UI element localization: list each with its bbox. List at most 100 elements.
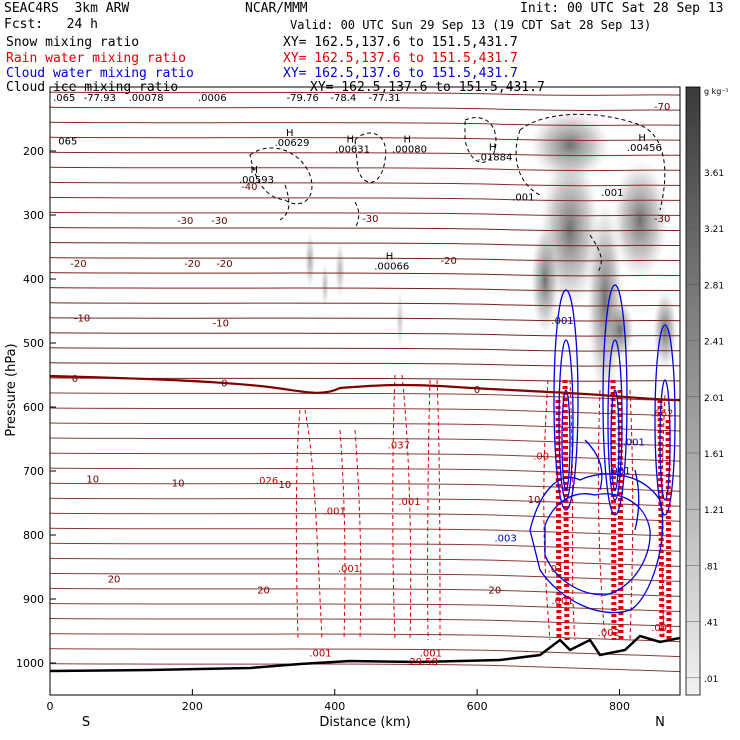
isotherm-label: 10 [279,480,292,491]
heavy-rain-columns [555,379,672,641]
isotherm-line [50,542,680,552]
rain-labels-layer: .026.001.001.001.037.001.00129.58.00.01.… [256,409,673,668]
ice-max-label: .00593 [239,175,274,186]
rain-label: .01 [547,564,563,575]
isotherm-label: 10 [172,479,185,490]
rain-label: .001 [324,507,346,518]
isotherm-line [50,136,680,142]
colorbar-label: .01 [704,675,718,685]
isotherm-line [50,196,680,202]
top-row-label: -78.4 [330,93,356,104]
field-name-cloud-water: Cloud water mixing ratio [6,66,194,81]
isotherm-line [50,106,680,112]
ice-max-label: .00066 [374,261,409,272]
freezing-level [50,374,680,402]
plot-frame [49,86,681,696]
plot-area: .026.001.001.001.037.001.00129.58.00.01.… [50,91,680,673]
rain-label: .001 [398,497,420,508]
isotherm-label: 20 [489,585,502,596]
rain-label: .001 [551,596,573,607]
ice-max-marker: H [403,134,411,145]
isotherm-line [50,452,680,462]
colorbar-label: 3.61 [704,169,724,179]
isotherm-line [50,572,680,582]
isotherm-label: -30 [362,214,378,225]
colorbar-label: 3.21 [704,225,724,235]
colorbar-label: .81 [704,562,718,572]
isotherm-label: 0 [474,385,480,396]
cloud-ice-contours [249,113,666,273]
snow-label: 065 [58,137,77,148]
isotherm-line [50,497,680,507]
ice-max-marker: H [250,165,258,176]
x-tick-label: 0 [47,700,54,713]
x-tick-label: 600 [467,700,488,713]
isotherm-line [50,648,680,658]
colorbar: g kg⁻¹ 3.61 3.21 2.81 2.41 2.01 1.61 1.21 .81 .4… [685,86,729,696]
ice-max-label: .00629 [275,138,310,149]
snow-label: .001 [601,188,623,199]
valid-time: Valid: 00 UTC Sun 29 Sep 13 (19 CDT Sat … [290,18,652,32]
isotherm-line [50,557,680,567]
snow-labels-layer: .001 .001 065 [58,137,623,204]
isotherm-line [50,166,680,172]
isotherm-line [50,527,680,537]
ice-max-label: .00080 [392,144,427,155]
y-tick-label: 1000 [16,657,44,670]
isotherm-line [50,227,680,232]
cloud-water-label: .001 [608,466,630,477]
isotherm-line [50,618,680,627]
colorbar-label: 1.21 [704,506,724,516]
isotherm-line [50,437,680,447]
top-row-label: -77.93 [84,93,116,104]
y-tick-label: 400 [23,273,44,286]
ice-max-label: .00456 [627,143,662,154]
field-name-snow: Snow mixing ratio [6,35,140,50]
cloud-water-label: .001 [551,316,573,327]
colorbar-label: .41 [704,619,718,629]
rain-label: .00 [533,451,549,462]
isotherm-label: -20 [216,259,232,270]
terrain-surface [50,634,680,673]
isotherm-label: -40 [241,182,257,193]
isotherm-label: 10 [86,475,99,486]
y-tick-label: 600 [23,401,44,414]
colorbar-label: 2.41 [704,338,724,348]
isotherm-label: 0 [72,374,78,385]
top-row-label: -77.31 [368,93,400,104]
isotherm-line [50,512,680,522]
xy-snow: XY= 162.5,137.6 to 151.5,431.7 [283,35,518,50]
isotherm-label: -20 [184,259,200,270]
ice-max-label: .01884 [477,153,512,164]
rain-label: .001 [651,623,673,634]
isotherm-label: 0 [221,379,227,390]
x-end-label-north: N [655,715,665,730]
colorbar-label: 2.01 [704,394,724,404]
x-tick-label: 400 [324,700,345,713]
rain-label: .001 [309,649,331,660]
ice-max-label: .00631 [335,144,370,155]
x-end-label-south: S [82,715,90,730]
x-axis: 0 200 400 600 800 [47,689,630,713]
x-axis-label: Distance (km) [319,715,410,730]
xy-cloud-water: XY= 162.5,137.6 to 151.5,431.7 [283,66,518,81]
rain-label: .037 [388,441,410,452]
y-tick-label: 800 [23,529,44,542]
isotherm-line [50,603,680,612]
y-axis: 200 300 400 500 600 700 800 900 1000 [16,145,56,670]
isotherm-line [50,407,680,417]
rain-label: .662 [651,409,673,420]
isotherm-line [50,242,680,247]
rain-label: .026 [256,476,278,487]
cloud-water-label: .001 [623,437,645,448]
isotherm-line [50,633,680,643]
isotherm-line [50,362,680,367]
isotherm-label: -30 [211,216,227,227]
field-name-rain: Rain water mixing ratio [6,51,187,66]
x-tick-label: 200 [182,700,203,713]
top-row-label: .065 [53,93,75,104]
isotherm-line [50,257,680,262]
isotherm-label: -10 [213,319,229,330]
